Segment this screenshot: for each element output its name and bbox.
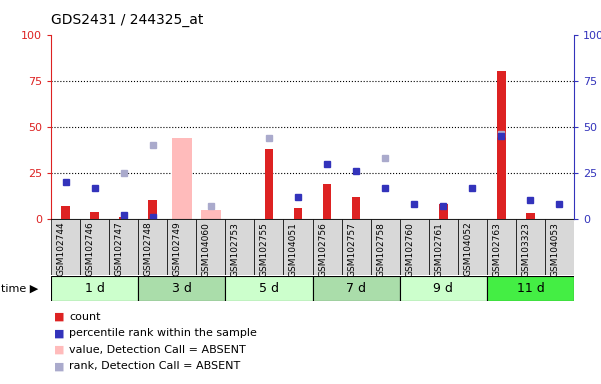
Text: GSM102761: GSM102761 — [435, 222, 443, 276]
FancyBboxPatch shape — [138, 276, 225, 301]
Text: GSM102756: GSM102756 — [318, 222, 327, 276]
Bar — [120, 217, 128, 219]
Text: 1 d: 1 d — [85, 283, 105, 295]
FancyBboxPatch shape — [197, 219, 225, 275]
Bar — [172, 138, 192, 219]
FancyBboxPatch shape — [516, 219, 545, 275]
Text: GSM102747: GSM102747 — [115, 222, 124, 276]
Bar — [201, 210, 221, 219]
Text: 11 d: 11 d — [516, 283, 545, 295]
FancyBboxPatch shape — [545, 219, 574, 275]
FancyBboxPatch shape — [458, 219, 487, 275]
Bar — [439, 204, 448, 219]
FancyBboxPatch shape — [254, 219, 284, 275]
Text: GSM102746: GSM102746 — [86, 222, 95, 276]
Text: GSM102744: GSM102744 — [56, 222, 66, 276]
Text: percentile rank within the sample: percentile rank within the sample — [69, 328, 257, 338]
Bar — [294, 208, 302, 219]
Text: rank, Detection Call = ABSENT: rank, Detection Call = ABSENT — [69, 361, 240, 371]
Text: ■: ■ — [54, 345, 64, 355]
Text: GSM104051: GSM104051 — [289, 222, 298, 276]
FancyBboxPatch shape — [51, 276, 138, 301]
Text: GSM102753: GSM102753 — [231, 222, 240, 276]
FancyBboxPatch shape — [167, 219, 197, 275]
Text: ■: ■ — [54, 361, 64, 371]
FancyBboxPatch shape — [51, 219, 80, 275]
Text: 5 d: 5 d — [259, 283, 279, 295]
Text: GDS2431 / 244325_at: GDS2431 / 244325_at — [51, 13, 204, 27]
Text: GSM103323: GSM103323 — [522, 222, 530, 276]
Text: GSM104060: GSM104060 — [202, 222, 211, 276]
Bar — [497, 71, 505, 219]
Bar — [352, 197, 361, 219]
Text: GSM104053: GSM104053 — [551, 222, 560, 276]
Bar — [323, 184, 331, 219]
Bar — [90, 212, 99, 219]
FancyBboxPatch shape — [138, 219, 167, 275]
Text: count: count — [69, 312, 100, 322]
FancyBboxPatch shape — [313, 219, 341, 275]
Text: 9 d: 9 d — [433, 283, 453, 295]
Text: GSM102748: GSM102748 — [144, 222, 153, 276]
FancyBboxPatch shape — [487, 276, 574, 301]
Text: ■: ■ — [54, 312, 64, 322]
FancyBboxPatch shape — [429, 219, 458, 275]
FancyBboxPatch shape — [225, 276, 313, 301]
Bar — [264, 149, 273, 219]
Text: GSM104052: GSM104052 — [463, 222, 472, 276]
Bar — [61, 206, 70, 219]
Text: GSM102763: GSM102763 — [492, 222, 501, 276]
Text: time ▶: time ▶ — [1, 284, 38, 294]
Text: GSM102755: GSM102755 — [260, 222, 269, 276]
Text: GSM102758: GSM102758 — [376, 222, 385, 276]
Text: 7 d: 7 d — [346, 283, 366, 295]
Text: GSM102749: GSM102749 — [173, 222, 182, 276]
FancyBboxPatch shape — [225, 219, 254, 275]
Text: ■: ■ — [54, 328, 64, 338]
FancyBboxPatch shape — [80, 219, 109, 275]
FancyBboxPatch shape — [341, 219, 371, 275]
Bar — [148, 200, 157, 219]
FancyBboxPatch shape — [284, 219, 313, 275]
FancyBboxPatch shape — [313, 276, 400, 301]
Text: GSM102760: GSM102760 — [405, 222, 414, 276]
FancyBboxPatch shape — [109, 219, 138, 275]
FancyBboxPatch shape — [400, 219, 429, 275]
FancyBboxPatch shape — [400, 276, 487, 301]
FancyBboxPatch shape — [487, 219, 516, 275]
Bar — [526, 214, 535, 219]
Text: 3 d: 3 d — [172, 283, 192, 295]
Text: GSM102757: GSM102757 — [347, 222, 356, 276]
FancyBboxPatch shape — [371, 219, 400, 275]
Text: value, Detection Call = ABSENT: value, Detection Call = ABSENT — [69, 345, 246, 355]
